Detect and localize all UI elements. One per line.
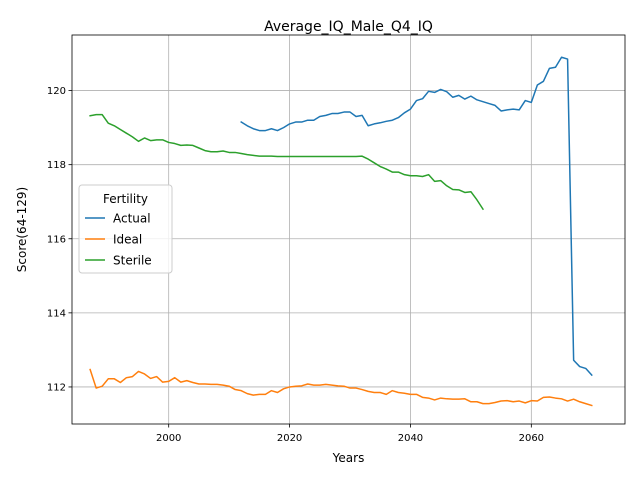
chart-title: Average_IQ_Male_Q4_IQ — [264, 19, 433, 35]
axis-ticks: 2000 2020 2040 2060 112 114 116 118 120 — [47, 86, 544, 444]
legend-title: Fertility — [103, 192, 148, 206]
y-tick-label: 112 — [47, 382, 66, 393]
series-sterile — [89, 113, 485, 211]
legend-label-ideal: Ideal — [113, 233, 142, 247]
legend-entries: Actual Ideal Sterile — [85, 212, 152, 268]
grid — [72, 35, 625, 424]
x-tick-label: 2000 — [156, 433, 181, 444]
series-lines — [89, 56, 593, 407]
x-tick-label: 2060 — [519, 433, 544, 444]
series-line-sterile — [89, 113, 485, 211]
y-tick-label: 118 — [47, 160, 66, 171]
plot-frame — [71, 34, 626, 425]
legend: Fertility Actual Ideal Sterile — [78, 184, 173, 274]
legend-label-sterile: Sterile — [113, 254, 152, 268]
series-ideal — [89, 368, 593, 407]
legend-entry-actual: Actual — [85, 212, 151, 226]
legend-label-actual: Actual — [113, 212, 151, 226]
legend-entry-ideal: Ideal — [85, 233, 142, 247]
y-tick-label: 114 — [47, 308, 66, 319]
y-tick-label: 116 — [47, 234, 66, 245]
legend-entry-sterile: Sterile — [85, 254, 152, 268]
x-tick-label: 2020 — [277, 433, 302, 444]
x-axis-label: Years — [332, 451, 365, 465]
legend-box — [78, 184, 173, 274]
series-actual — [240, 56, 593, 377]
y-tick-label: 120 — [47, 86, 66, 97]
x-tick-label: 2040 — [398, 433, 423, 444]
y-axis-label: Score(64-129) — [15, 187, 29, 272]
series-line-ideal — [89, 368, 593, 407]
